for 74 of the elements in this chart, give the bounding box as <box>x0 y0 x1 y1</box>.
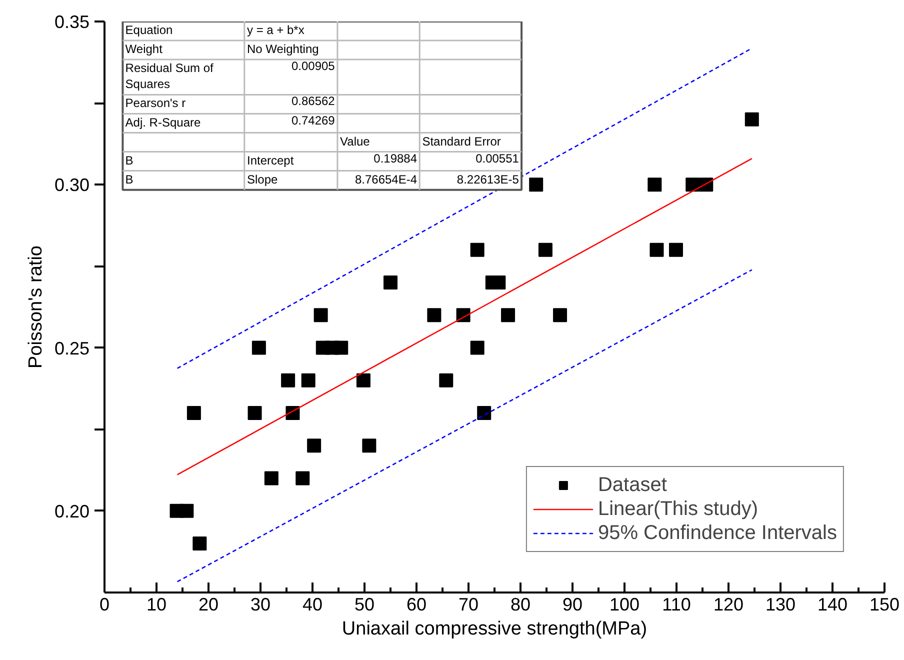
point <box>362 438 376 453</box>
y-tick-label: 0.25 <box>54 338 90 358</box>
point <box>281 373 296 388</box>
x-tick-label: 60 <box>406 594 427 614</box>
point <box>252 340 266 355</box>
point <box>668 242 683 257</box>
point <box>384 276 398 290</box>
x-tick-label: 90 <box>562 594 583 614</box>
point <box>307 438 322 453</box>
x-tick-label: 110 <box>662 594 691 614</box>
point <box>180 504 194 518</box>
x-tick-label: 0 <box>99 594 110 614</box>
x-axis-title: Uniaxail compressive strength(MPa) <box>342 618 648 640</box>
annotation: Equation <box>125 23 173 38</box>
annotation: 8.76654E-4 <box>354 172 418 186</box>
point <box>264 471 278 486</box>
annotation: 8.22613E-5 <box>456 172 520 186</box>
x-tick-label: 50 <box>354 594 375 614</box>
point <box>477 406 492 420</box>
annotation: B <box>125 172 134 186</box>
x-tick-label: 30 <box>250 594 271 614</box>
annotation: B <box>125 153 134 168</box>
point <box>186 406 201 420</box>
annotation: Standard Error <box>422 134 501 148</box>
point <box>427 308 442 322</box>
annotation: Weight <box>125 42 164 56</box>
x-tick-label: 70 <box>458 594 479 614</box>
annotation: Adj. R-Square <box>125 115 201 130</box>
annotation: Pearson's r <box>125 96 186 110</box>
point <box>356 373 370 388</box>
point <box>553 308 568 322</box>
x-tick-label: 120 <box>713 594 744 614</box>
point <box>470 340 484 355</box>
annotation: Slope <box>246 172 278 186</box>
point <box>650 242 664 257</box>
annotation: No Weighting <box>246 42 319 56</box>
x-tick-label: 140 <box>817 594 848 614</box>
y-tick-label: 0.20 <box>54 501 90 522</box>
x-tick-label: 150 <box>869 594 900 614</box>
x-tick-label: 130 <box>765 594 796 614</box>
point <box>744 112 759 126</box>
annotation: Residual Sum of Squares <box>125 61 214 92</box>
y-axis-title: Poisson's ratio <box>25 246 46 368</box>
point <box>538 242 552 257</box>
annotation: 0.74269 <box>291 113 336 128</box>
point <box>470 242 484 257</box>
annotation: 0.19884 <box>374 151 418 166</box>
legend-label: Dataset <box>598 473 667 497</box>
point <box>296 471 310 486</box>
point <box>314 308 328 322</box>
annotation: Value <box>340 134 370 148</box>
x-tick-label: 40 <box>302 594 323 614</box>
point <box>648 178 662 192</box>
legend-label: Linear(This study) <box>598 497 758 521</box>
x-tick-label: 80 <box>510 594 531 614</box>
x-tick-label: 20 <box>198 594 219 614</box>
annotation: Intercept <box>246 153 294 168</box>
legend-label: 95% Confindence Intervals <box>598 521 837 545</box>
point <box>334 340 348 355</box>
point <box>301 373 316 388</box>
x-tick-label: 100 <box>609 594 640 614</box>
y-tick-label: 0.35 <box>54 12 90 32</box>
annotation: y = a + b*x <box>246 23 304 38</box>
point <box>529 178 544 192</box>
annotation: 0.86562 <box>291 94 336 108</box>
point <box>686 178 700 192</box>
point <box>248 406 262 420</box>
point <box>439 373 454 388</box>
annotation: 0.00551 <box>476 151 520 166</box>
y-tick-label: 0.30 <box>54 175 90 196</box>
point <box>192 536 207 551</box>
x-tick-label: 10 <box>146 594 167 614</box>
annotation: 0.00905 <box>291 59 336 74</box>
point <box>501 308 516 322</box>
